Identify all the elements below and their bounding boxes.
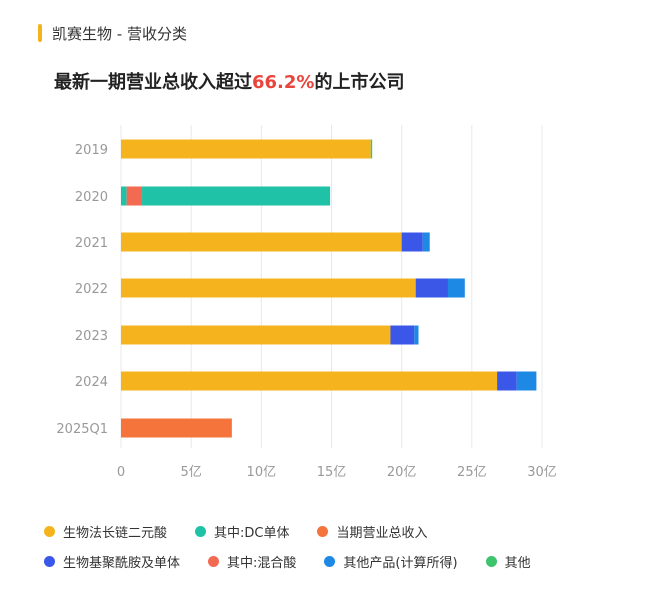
legend-marker: [44, 525, 55, 537]
x-tick-label: 20亿: [387, 465, 417, 480]
y-tick-label: 2021: [75, 236, 108, 251]
bar-segment: [126, 186, 143, 206]
legend-marker: [324, 555, 336, 567]
y-tick-label: 2025Q1: [56, 422, 108, 437]
legend-label: 当期营业总收入: [336, 525, 428, 541]
legend-label: 其他: [504, 555, 531, 571]
bar-segment: [121, 139, 371, 159]
x-tick-label: 10亿: [247, 465, 277, 480]
x-tick-label: 5亿: [181, 465, 202, 480]
chart-legend: 生物法长链二元酸 其中:DC单体 当期营业总收入生物基聚酰胺及单体 其中:混合酸 其他产…: [44, 516, 634, 576]
bar-segment: [390, 325, 415, 345]
bar-segment: [121, 232, 402, 252]
y-tick-label: 2019: [75, 143, 108, 158]
chart-subtitle: 最新一期营业总收入超过66.2%的上市公司: [54, 68, 404, 94]
header-accent-bar: [38, 24, 42, 42]
bar-segment: [370, 139, 373, 159]
bar-segment: [142, 186, 331, 206]
page-title: 凯赛生物 - 营收分类: [52, 24, 187, 43]
legend-item: 其他产品(计算所得): [324, 552, 458, 571]
y-tick-label: 2022: [75, 282, 108, 297]
subtitle-prefix: 最新一期营业总收入超过: [54, 72, 252, 93]
subtitle-suffix: 的上市公司: [314, 72, 405, 93]
legend-row: 生物基聚酰胺及单体 其中:混合酸 其他产品(计算所得) 其他: [44, 546, 634, 576]
legend-item: 其中:DC单体: [195, 522, 289, 541]
bar-segment: [121, 186, 127, 206]
bar-segment: [401, 232, 423, 252]
legend-label: 其中:DC单体: [214, 525, 290, 541]
bar-segment: [121, 278, 416, 298]
legend-marker: [485, 555, 497, 567]
legend-label: 其中:混合酸: [227, 555, 297, 571]
bar-segment: [422, 232, 430, 252]
legend-row: 生物法长链二元酸 其中:DC单体 当期营业总收入: [44, 516, 634, 546]
x-tick-label: 30亿: [527, 465, 557, 480]
y-tick-label: 2024: [75, 375, 108, 390]
bar-segment: [516, 371, 537, 391]
legend-marker: [44, 555, 55, 567]
subtitle-highlight: 66.2%: [252, 72, 315, 93]
x-tick-label: 25亿: [457, 465, 487, 480]
bar-segment: [497, 371, 517, 391]
legend-item: 生物基聚酰胺及单体: [44, 552, 180, 571]
bar-segment: [121, 371, 498, 391]
legend-marker: [208, 555, 220, 567]
bar-segment: [121, 418, 232, 438]
y-tick-label: 2020: [75, 190, 108, 205]
legend-item: 其他: [485, 552, 531, 571]
x-tick-label: 0: [117, 465, 125, 480]
y-tick-label: 2023: [75, 329, 108, 344]
legend-item: 当期营业总收入: [317, 522, 428, 541]
legend-label: 生物基聚酰胺及单体: [63, 555, 181, 571]
legend-item: 生物法长链二元酸: [44, 522, 167, 541]
bar-segment: [447, 278, 465, 298]
legend-label: 其他产品(计算所得): [343, 555, 458, 571]
legend-marker: [195, 525, 207, 537]
x-tick-label: 15亿: [317, 465, 347, 480]
bar-segment: [121, 325, 391, 345]
chart-header: 凯赛生物 - 营收分类: [38, 24, 187, 43]
legend-item: 其中:混合酸: [208, 552, 296, 571]
stacked-bar-chart: 0 5亿 10亿 15亿 20亿 25亿 30亿 2019 2020 2021 2022 2023 20…: [56, 125, 557, 480]
legend-label: 生物法长链二元酸: [63, 525, 168, 541]
bar-segment: [415, 278, 448, 298]
legend-marker: [317, 525, 329, 537]
bar-segment: [414, 325, 419, 345]
